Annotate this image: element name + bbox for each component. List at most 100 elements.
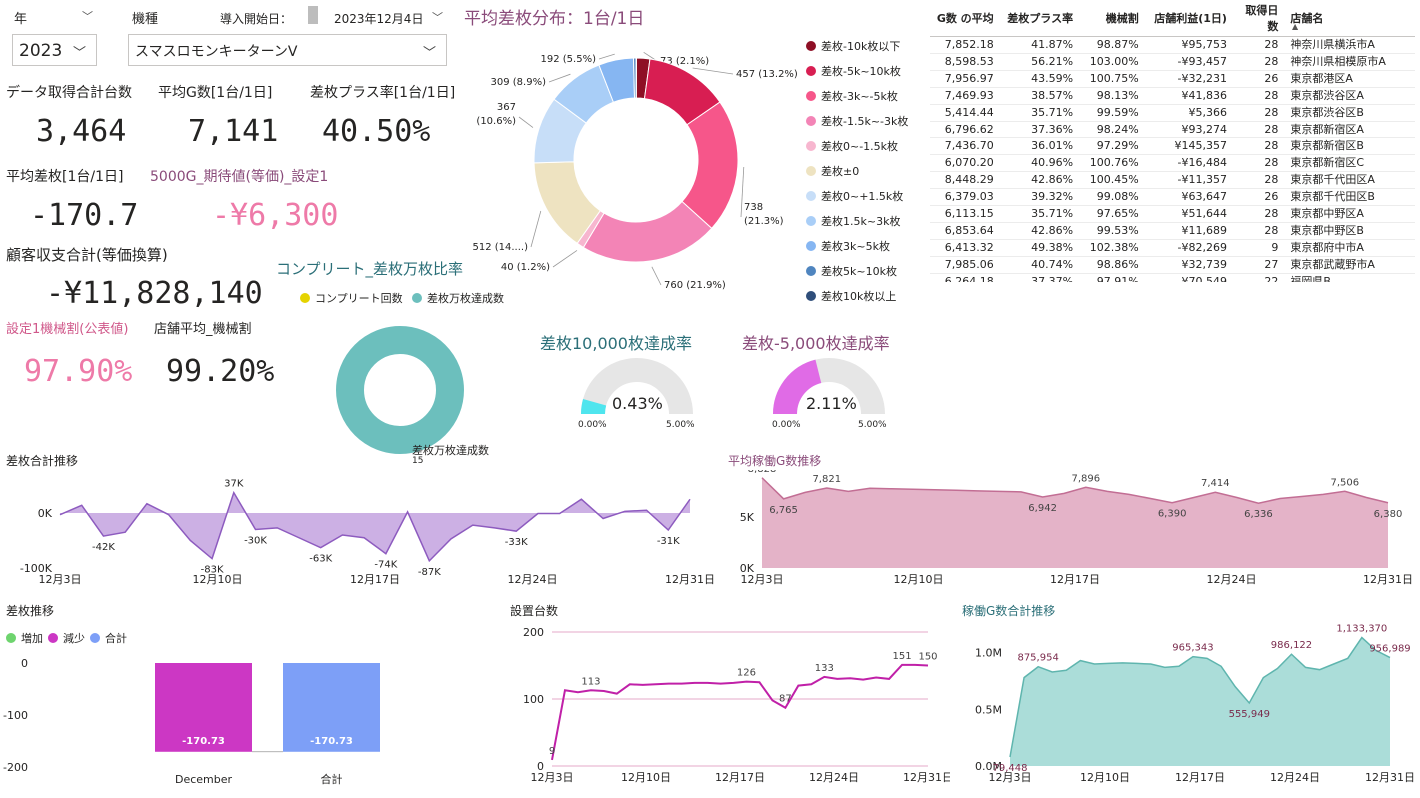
legend-dot-icon	[806, 266, 816, 276]
avg-games-title: 平均稼働G数推移	[728, 454, 822, 468]
waterfall-bar	[283, 663, 380, 752]
x-tick-label: 12月24日	[1207, 573, 1257, 586]
donut-data-label: 309 (8.9%)	[491, 77, 547, 88]
waterfall-legend-item[interactable]: 減少	[48, 630, 85, 646]
table-row[interactable]: 8,448.29 42.86% 100.45% -¥11,357 28 東京都千代田区A	[930, 171, 1415, 190]
waterfall-legend-item[interactable]: 増加	[6, 630, 43, 646]
donut-legend-item[interactable]: 差枚-10k枚以下	[806, 38, 900, 54]
donut-legend-item[interactable]: 差枚10k枚以上	[806, 288, 896, 304]
table-cell: 神奈川県相模原市A	[1284, 53, 1415, 71]
gauge-10k-value: 0.43%	[612, 394, 663, 413]
table-cell: 98.87%	[1079, 36, 1145, 54]
table-row[interactable]: 7,469.93 38.57% 98.13% ¥41,836 28 東京都渋谷区A	[930, 87, 1415, 105]
table-row[interactable]: 7,985.06 40.74% 98.86% ¥32,739 27 東京都武蔵野市A	[930, 256, 1415, 274]
table-cell: 28	[1232, 154, 1285, 173]
y-tick-label: 0	[537, 760, 544, 773]
table-cell: 97.91%	[1079, 273, 1145, 282]
table-cell: 28	[1232, 137, 1285, 156]
legend-dot-icon	[806, 216, 816, 226]
table-cell: 100.76%	[1079, 154, 1145, 173]
table-row[interactable]: 6,413.32 49.38% 102.38% -¥82,269 9 東京都府中市A	[930, 239, 1415, 257]
table-row[interactable]: 7,436.70 36.01% 97.29% ¥145,357 28 東京都新宿区B	[930, 137, 1415, 156]
kpi-balance-value: -¥11,828,140	[46, 276, 263, 311]
table-cell: 東京都千代田区A	[1284, 171, 1415, 190]
table-column-header[interactable]: 店舗名	[1284, 2, 1415, 37]
chevron-down-icon[interactable]: ﹀	[82, 10, 93, 23]
donut-legend-item[interactable]: 差枚0~+1.5k枚	[806, 188, 903, 204]
sort-ascending-icon[interactable]: ▲	[1292, 22, 1299, 31]
series-line	[1009, 636, 1391, 758]
waterfall-legend-item[interactable]: 合計	[90, 630, 127, 646]
table-column-header[interactable]: 機械割	[1079, 2, 1145, 37]
donut-data-label: (10.6%)	[476, 116, 516, 127]
series-area	[762, 477, 1388, 568]
donut-legend-item[interactable]: 差枚5k~10k枚	[806, 263, 897, 279]
donut-legend-label: 差枚1.5k~3k枚	[821, 215, 901, 228]
table-column-header[interactable]: 取得日数	[1232, 2, 1285, 37]
waterfall-bar	[155, 663, 252, 752]
table-row[interactable]: 5,414.44 35.71% 99.59% ¥5,366 28 東京都渋谷区B	[930, 104, 1415, 122]
legend-dot-icon	[806, 191, 816, 201]
table-row[interactable]: 6,796.62 37.36% 98.24% ¥93,274 28 東京都新宿区A	[930, 121, 1415, 139]
table-row[interactable]: 7,956.97 43.59% 100.75% -¥32,231 26 東京都港区A	[930, 70, 1415, 88]
complete-slice-value: 15	[412, 456, 424, 466]
table-row[interactable]: 6,379.03 39.32% 99.08% ¥63,647 26 東京都千代田区B	[930, 188, 1415, 207]
table-cell: 7,985.06	[930, 256, 1000, 274]
y-tick-label: 0.0M	[975, 760, 1002, 773]
donut-legend-item[interactable]: 差枚-1.5k~-3k枚	[806, 113, 908, 129]
date-slider-handle[interactable]	[308, 6, 318, 24]
donut-legend-label: 差枚3k~5k枚	[821, 240, 890, 253]
donut-legend-item[interactable]: 差枚-3k~-5k枚	[806, 88, 898, 104]
donut-legend-item[interactable]: 差枚±0	[806, 163, 859, 179]
start-date-value[interactable]: 2023年12月4日	[334, 12, 424, 26]
table-cell: 41.87%	[999, 36, 1080, 54]
table-cell: 福岡県B	[1284, 273, 1415, 282]
table-cell: 103.00%	[1079, 53, 1145, 71]
donut-title: 平均差枚分布：1台/1日	[464, 9, 645, 29]
data-label: 151	[893, 651, 912, 662]
model-value: スマスロモンキーターンV	[135, 44, 298, 60]
data-label: 150	[918, 652, 937, 663]
table-row[interactable]: 8,598.53 56.21% 103.00% -¥93,457 28 神奈川県相模原市A	[930, 53, 1415, 71]
donut-legend-item[interactable]: 差枚0~-1.5k枚	[806, 138, 898, 154]
data-label: 965,343	[1172, 643, 1213, 654]
year-dropdown[interactable]: 2023 ﹀	[12, 34, 97, 66]
complete-title: コンプリート_差枚万枚比率	[276, 260, 464, 278]
data-label: 956,989	[1369, 644, 1410, 655]
donut-legend-item[interactable]: 差枚3k~5k枚	[806, 238, 890, 254]
donut-legend-item[interactable]: 差枚1.5k~3k枚	[806, 213, 900, 229]
chevron-down-icon[interactable]: ﹀	[432, 11, 443, 24]
complete-legend-item[interactable]: コンプリート回数	[300, 290, 403, 306]
donut-leader-line	[548, 73, 571, 83]
table-cell: 49.38%	[999, 239, 1080, 257]
table-row[interactable]: 7,852.18 41.87% 98.87% ¥95,753 28 神奈川県横浜市A	[930, 36, 1415, 54]
table-column-header[interactable]: 差枚プラス率	[999, 2, 1080, 37]
complete-legend-item[interactable]: 差枚万枚達成数	[412, 290, 504, 306]
table-row[interactable]: 6,113.15 35.71% 97.65% ¥51,644 28 東京都中野区A	[930, 205, 1415, 223]
kpi-avg-games-title: 平均G数[1台/1日]	[158, 85, 273, 101]
donut-legend-item[interactable]: 差枚-5k~10k枚	[806, 63, 901, 79]
donut-leader-line	[518, 116, 534, 128]
waterfall-legend-label: 減少	[63, 632, 85, 645]
table-cell: ¥63,647	[1144, 188, 1233, 207]
donut-leader-line	[692, 67, 734, 75]
series-area	[60, 492, 690, 561]
table-cell: 26	[1232, 188, 1285, 207]
x-tick-label: 12月3日	[531, 771, 574, 784]
table-column-header[interactable]: G数 の平均	[930, 2, 1000, 37]
donut-legend-label: 差枚5k~10k枚	[821, 265, 897, 278]
table-column-header[interactable]: 店舗利益(1日)	[1144, 2, 1233, 37]
model-dropdown[interactable]: スマスロモンキーターンV ﹀	[128, 34, 447, 66]
table-cell: ¥11,689	[1144, 222, 1233, 240]
table-row[interactable]: 6,853.64 42.86% 99.53% ¥11,689 28 東京都中野区B	[930, 222, 1415, 240]
table-cell: 99.53%	[1079, 222, 1145, 240]
gauge-5k-value: 2.11%	[806, 394, 857, 413]
table-cell: 43.59%	[999, 70, 1080, 88]
series-area	[1010, 637, 1390, 766]
complete-legend-label-1: 差枚万枚達成数	[427, 292, 504, 305]
y-tick-label: 100	[523, 693, 544, 706]
table-row[interactable]: 6,070.20 40.96% 100.76% -¥16,484 28 東京都新宿区C	[930, 154, 1415, 173]
table-row[interactable]: 6,264.18 37.37% 97.91% ¥70,549 22 福岡県B	[930, 273, 1415, 282]
table-cell: 7,852.18	[930, 36, 1000, 54]
